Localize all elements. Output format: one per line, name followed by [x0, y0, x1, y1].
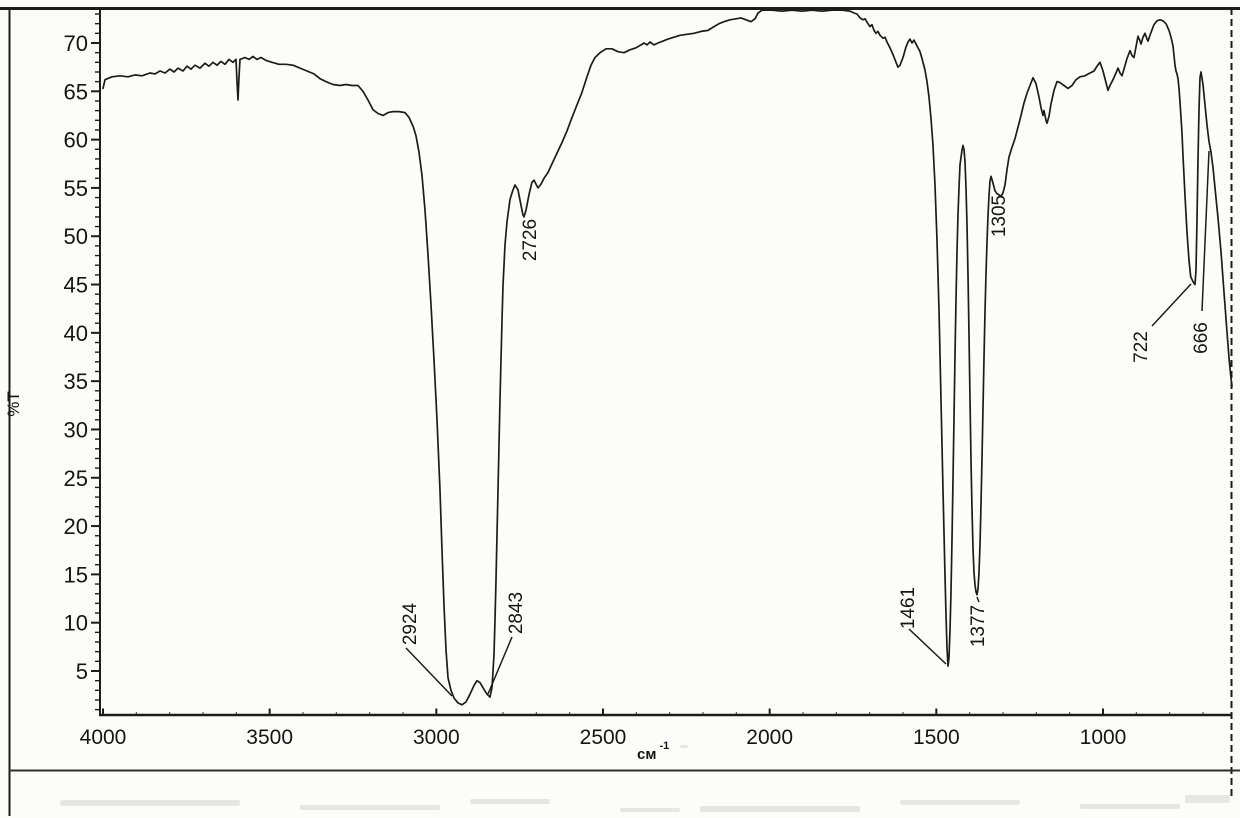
peak-label: 2843 [506, 592, 527, 634]
x-tick-label: 2500 [580, 726, 627, 749]
peak-leader-line [908, 628, 947, 665]
y-tick-label: 15 [64, 562, 88, 587]
peak-leader-line [1201, 150, 1210, 312]
y-tick-label: 25 [64, 466, 88, 491]
y-tick-label: 70 [64, 31, 88, 56]
y-tick-label: 60 [64, 128, 88, 153]
scan-artifact [680, 745, 688, 748]
scan-artifact [300, 805, 440, 810]
y-tick-label: 35 [64, 369, 88, 394]
peak-label: 722 [1131, 331, 1152, 363]
peak-label: 2726 [520, 219, 541, 261]
scan-artifact [60, 800, 240, 806]
peak-label: 2924 [400, 602, 421, 645]
x-tick-label: 1500 [913, 726, 960, 749]
x-tick-label: 2000 [746, 726, 793, 749]
peak-leader-line [976, 596, 980, 603]
x-tick-label: 3500 [246, 726, 293, 749]
y-tick-label: 65 [64, 79, 88, 104]
scan-artifact [1185, 795, 1230, 803]
peak-label: 666 [1191, 322, 1212, 354]
y-tick-label: 50 [64, 224, 88, 249]
spectrum-curve [102, 9, 1233, 706]
x-tick-label: 1000 [1080, 726, 1127, 749]
x-tick-label: 4000 [80, 726, 127, 749]
y-axis-title: %T [4, 391, 23, 417]
x-tick-label: 3000 [413, 726, 460, 749]
scan-artifact [620, 808, 680, 812]
scan-artifact [470, 799, 550, 804]
x-axis-title-exponent: -1 [659, 740, 669, 752]
y-tick-label: 40 [64, 321, 88, 346]
x-axis-title: см -1 [637, 740, 669, 763]
scan-artifact [900, 800, 1020, 805]
y-tick-label: 45 [64, 273, 88, 298]
peak-leader-line [487, 636, 513, 695]
y-tick-label: 10 [64, 611, 88, 636]
scan-artifact [700, 806, 860, 812]
y-tick-label: 20 [64, 514, 88, 539]
peak-label: 1377 [968, 605, 989, 647]
peak-leader-line [1151, 283, 1192, 327]
y-tick-label: 55 [64, 176, 88, 201]
peak-leader-line [405, 647, 453, 697]
peak-label: 1461 [898, 587, 919, 629]
peak-label: 1305 [989, 195, 1010, 237]
y-tick-label: 5 [76, 659, 88, 684]
scan-artifact [1080, 804, 1180, 809]
y-tick-label: 30 [64, 417, 88, 442]
